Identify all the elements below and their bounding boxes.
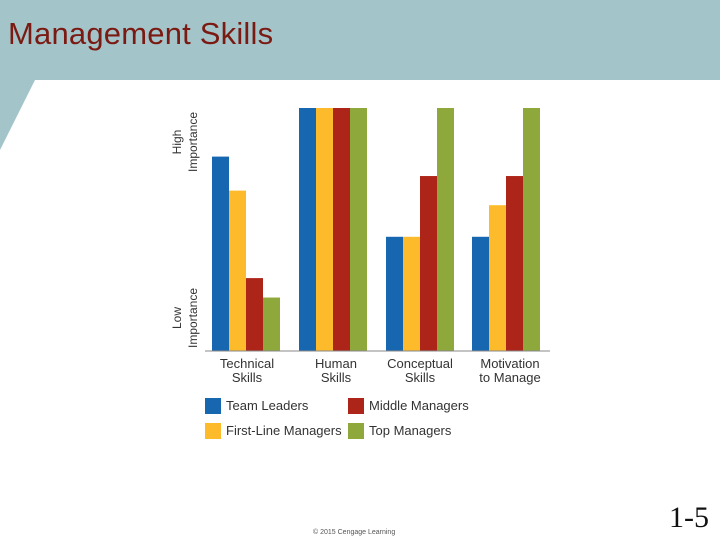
bar-human-middle-managers [333, 108, 350, 351]
bar-motivation-top-managers [523, 108, 540, 351]
y-label-high-line2: Importance [186, 112, 200, 172]
legend-swatch-middle-managers [348, 398, 364, 414]
bar-conceptual-middle-managers [420, 176, 437, 351]
x-tick-technical-line2: Skills [232, 370, 263, 385]
x-tick-technical-line1: Technical [220, 356, 274, 371]
legend-swatch-team-leaders [205, 398, 221, 414]
bar-human-team-leaders [299, 108, 316, 351]
slide-title: Management Skills [8, 16, 274, 51]
legend: Team Leaders Middle Managers First-Line … [205, 398, 469, 439]
y-label-high-line1: High [170, 130, 184, 155]
bar-motivation-first-line-managers [489, 205, 506, 351]
y-label-low-line2: Importance [186, 288, 200, 348]
bar-conceptual-top-managers [437, 108, 454, 351]
x-tick-conceptual-line2: Skills [405, 370, 436, 385]
bars-group [212, 108, 540, 351]
bar-motivation-middle-managers [506, 176, 523, 351]
bar-technical-first-line-managers [229, 190, 246, 351]
copyright-notice: © 2015 Cengage Learning [313, 529, 396, 536]
legend-label-team-leaders: Team Leaders [226, 398, 309, 413]
x-tick-human-line2: Skills [321, 370, 352, 385]
x-tick-human-line1: Human [315, 356, 357, 371]
bar-human-top-managers [350, 108, 367, 351]
legend-label-middle-managers: Middle Managers [369, 398, 469, 413]
legend-swatch-top-managers [348, 423, 364, 439]
bar-technical-top-managers [263, 297, 280, 351]
bar-technical-middle-managers [246, 278, 263, 351]
y-label-low-line1: Low [170, 307, 184, 329]
legend-swatch-first-line-managers [205, 423, 221, 439]
legend-label-top-managers: Top Managers [369, 423, 452, 438]
x-tick-motivation-line2: to Manage [479, 370, 540, 385]
bar-motivation-team-leaders [472, 236, 489, 351]
bar-human-first-line-managers [316, 108, 333, 351]
bar-technical-team-leaders [212, 156, 229, 351]
bar-conceptual-team-leaders [386, 236, 403, 351]
bar-conceptual-first-line-managers [403, 236, 420, 351]
slide-number: 1-5 [669, 501, 709, 534]
legend-label-first-line-managers: First-Line Managers [226, 423, 342, 438]
x-tick-conceptual-line1: Conceptual [387, 356, 453, 371]
x-tick-motivation-line1: Motivation [480, 356, 539, 371]
